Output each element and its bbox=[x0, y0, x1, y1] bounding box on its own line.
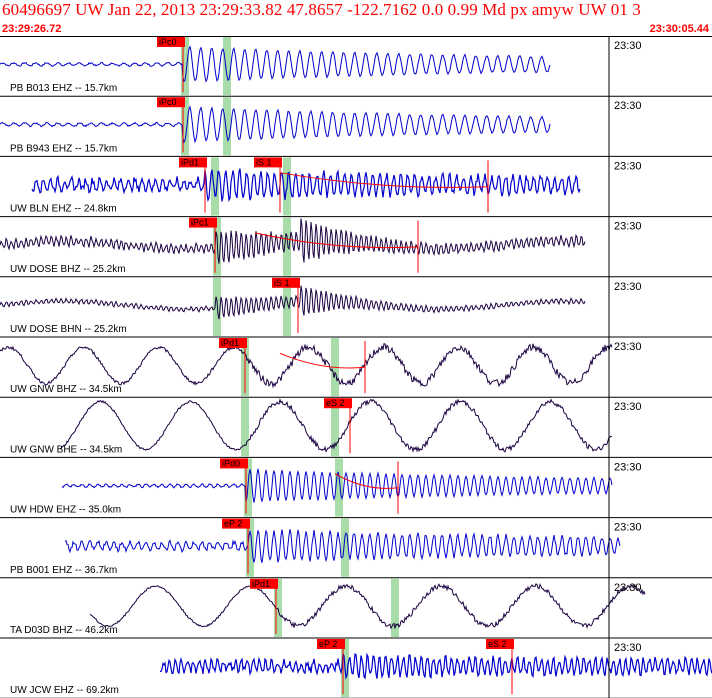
waveform bbox=[89, 583, 646, 630]
pick-window bbox=[246, 518, 254, 577]
trace-panel[interactable]: eS 2 23:30 UW GNW BHE -- 34.5km bbox=[0, 397, 712, 458]
pick-flag[interactable] bbox=[157, 97, 185, 108]
trace-label: PB B943 EHZ -- 15.7km bbox=[10, 143, 117, 154]
waveform bbox=[0, 343, 613, 389]
waveform bbox=[0, 45, 551, 83]
trace-label: UW HDW EHZ -- 35.0km bbox=[10, 505, 121, 516]
pick-window bbox=[181, 37, 189, 96]
pick-flag[interactable] bbox=[486, 639, 514, 649]
tick-label: 23:30 bbox=[614, 642, 642, 654]
trace-label: UW DOSE BHZ -- 25.2km bbox=[10, 264, 126, 275]
pick-flag[interactable] bbox=[157, 37, 185, 47]
tick-label: 23:30 bbox=[614, 281, 642, 293]
event-header: 60496697 UW Jan 22, 2013 23:29:33.82 47.… bbox=[0, 0, 712, 38]
pick-label: iPd0 bbox=[222, 458, 240, 468]
trace-panel[interactable]: eP 2 eS 2 23:30 UW JCW EHZ -- 69.2km bbox=[0, 638, 712, 698]
window-start-time: 23:29:26.72 bbox=[2, 23, 62, 35]
trace-label: UW JCW EHZ -- 69.2km bbox=[10, 685, 119, 696]
tick-label: 23:30 bbox=[614, 40, 642, 52]
window-end-time: 23:30:05.44 bbox=[649, 23, 709, 35]
trace-label: UW BLN EHZ -- 24.8km bbox=[10, 204, 117, 215]
pick-window bbox=[223, 37, 231, 96]
waveform bbox=[61, 468, 613, 503]
pick-window bbox=[331, 398, 339, 457]
trace-label: UW DOSE BHN -- 25.2km bbox=[10, 324, 127, 335]
pick-window bbox=[283, 277, 291, 336]
pick-flag[interactable] bbox=[219, 338, 247, 348]
trace-label: PB B001 EHZ -- 36.7km bbox=[10, 565, 117, 576]
pick-flag[interactable] bbox=[324, 398, 352, 409]
tick-label: 23:30 bbox=[614, 582, 642, 594]
pick-window bbox=[391, 578, 399, 637]
pick-flag[interactable] bbox=[317, 639, 345, 649]
tick-label: 23:30 bbox=[614, 160, 642, 172]
coda-fit-line bbox=[254, 232, 419, 249]
pick-flag[interactable] bbox=[272, 277, 300, 288]
waveform bbox=[0, 285, 586, 320]
pick-label: eS 2 bbox=[488, 639, 507, 649]
waveform bbox=[31, 168, 581, 203]
trace-panel[interactable]: iPd1 23:30 UW GNW BHZ -- 34.5km bbox=[0, 337, 712, 398]
waveform bbox=[0, 105, 551, 144]
tick-label: 23:30 bbox=[614, 341, 642, 353]
pick-window bbox=[335, 458, 343, 517]
waveform bbox=[64, 529, 621, 563]
seismogram-plot[interactable]: iPc0 23:30 PB B013 EHZ -- 15.7km iPc0 23:30 P… bbox=[0, 36, 712, 698]
trace-panel[interactable]: iPc1 23:30 UW DOSE BHZ -- 25.2km bbox=[0, 216, 712, 278]
coda-fit-line bbox=[279, 172, 489, 188]
trace-panel[interactable]: iPd1 23:30 TA D03D BHZ -- 46.2km bbox=[0, 577, 712, 639]
pick-label: eP 2 bbox=[319, 639, 337, 649]
pick-label: iPd1 bbox=[221, 338, 239, 348]
pick-flag[interactable] bbox=[189, 217, 217, 228]
tick-label: 23:30 bbox=[614, 461, 642, 473]
trace-panel[interactable]: iPd0 23:30 UW HDW EHZ -- 35.0km bbox=[0, 457, 712, 519]
pick-window bbox=[223, 97, 231, 156]
tick-label: 23:30 bbox=[614, 100, 642, 112]
trace-label: UW GNW BHZ -- 34.5km bbox=[10, 384, 122, 395]
waveform bbox=[59, 397, 613, 453]
pick-flag[interactable] bbox=[250, 578, 278, 589]
trace-panel[interactable]: iPc0 23:30 PB B013 EHZ -- 15.7km bbox=[0, 36, 712, 97]
tick-label: 23:30 bbox=[614, 522, 642, 534]
trace-panel[interactable]: eP 2 23:30 PB B001 EHZ -- 36.7km bbox=[0, 517, 712, 579]
pick-flag[interactable] bbox=[254, 157, 282, 168]
pick-flag[interactable] bbox=[220, 458, 248, 469]
pick-window bbox=[181, 97, 189, 156]
pick-flag[interactable] bbox=[222, 518, 250, 529]
trace-label: UW GNW BHE -- 34.5km bbox=[10, 444, 122, 455]
pick-window bbox=[283, 217, 291, 276]
trace-panel[interactable]: iPc0 23:30 PB B943 EHZ -- 15.7km bbox=[0, 96, 712, 157]
trace-panel[interactable]: iS 1 23:30 UW DOSE BHN -- 25.2km bbox=[0, 276, 712, 338]
pick-label: iPd1 bbox=[181, 157, 199, 167]
trace-panel[interactable]: iPd1 iS 1 23:30 UW BLN EHZ -- 24.8km bbox=[0, 156, 712, 218]
pick-window bbox=[211, 157, 219, 216]
tick-label: 23:30 bbox=[614, 401, 642, 413]
pick-flag[interactable] bbox=[179, 157, 207, 168]
waveform bbox=[0, 218, 586, 264]
pick-label: iPc1 bbox=[191, 218, 209, 228]
pick-label: eS 2 bbox=[326, 398, 345, 408]
pick-label: eP 2 bbox=[224, 519, 242, 529]
trace-label: PB B013 EHZ -- 15.7km bbox=[10, 83, 117, 94]
tick-label: 23:30 bbox=[614, 221, 642, 233]
trace-label: TA D03D BHZ -- 46.2km bbox=[10, 625, 118, 636]
coda-fit-line bbox=[279, 352, 366, 369]
pick-window bbox=[341, 518, 349, 577]
coda-fit-line bbox=[334, 473, 399, 489]
pick-label: iS 1 bbox=[256, 157, 272, 167]
pick-label: iPd1 bbox=[252, 579, 270, 589]
pick-label: iS 1 bbox=[274, 278, 290, 288]
pick-window bbox=[213, 217, 221, 276]
event-title: 60496697 UW Jan 22, 2013 23:29:33.82 47.… bbox=[2, 0, 641, 19]
waveform bbox=[160, 652, 712, 680]
pick-window bbox=[241, 398, 249, 457]
pick-label: iPc0 bbox=[159, 37, 177, 47]
pick-label: iPc0 bbox=[159, 97, 177, 107]
